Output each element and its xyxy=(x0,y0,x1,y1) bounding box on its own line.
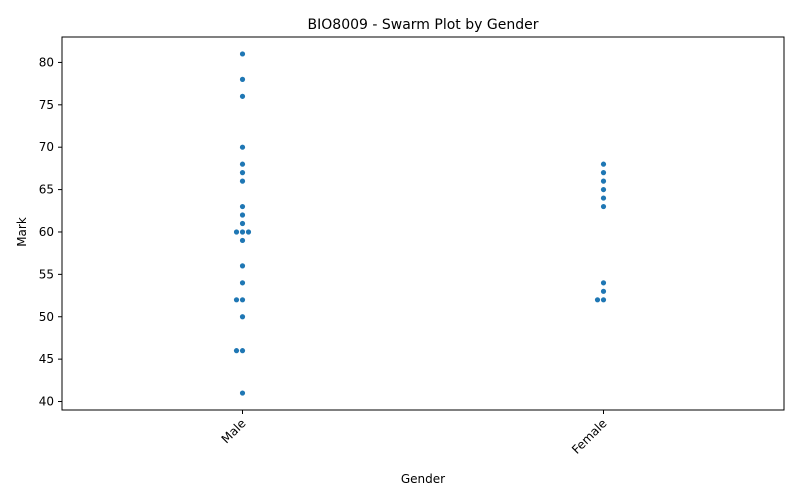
y-tick-label: 70 xyxy=(39,140,54,154)
data-point-male xyxy=(239,280,246,286)
x-tick-label-male: Male xyxy=(219,416,249,446)
data-point-male xyxy=(239,297,246,303)
data-point-female xyxy=(600,288,607,294)
plot-frame xyxy=(61,36,785,411)
data-point-male xyxy=(239,170,246,176)
data-point-male xyxy=(239,203,246,210)
data-point-male xyxy=(233,297,240,303)
data-point-male xyxy=(239,144,246,150)
data-point-male xyxy=(239,229,246,235)
data-point-male xyxy=(239,93,246,99)
data-point-male xyxy=(239,263,246,269)
data-point-female xyxy=(600,178,607,184)
y-tick-label: 75 xyxy=(39,98,54,112)
chart-title: BIO8009 - Swarm Plot by Gender xyxy=(308,17,539,33)
data-point-female xyxy=(600,186,607,193)
data-point-female xyxy=(600,170,607,176)
y-tick-label: 60 xyxy=(39,225,54,239)
data-point-male xyxy=(239,76,246,82)
data-point-male xyxy=(239,314,246,320)
y-tick-label: 65 xyxy=(39,183,54,197)
data-point-female xyxy=(600,161,607,167)
x-axis-label: Gender xyxy=(401,472,445,486)
data-point-female xyxy=(600,195,607,201)
y-axis-ticks: 40 45 50 55 60 65 70 75 80 xyxy=(39,55,62,409)
data-point-male xyxy=(239,51,246,57)
x-tick-label-female: Female xyxy=(569,416,610,457)
data-point-female xyxy=(600,297,607,303)
y-tick-label: 80 xyxy=(39,55,54,69)
y-tick-label: 45 xyxy=(39,352,54,366)
data-point-female xyxy=(594,297,601,303)
x-axis-ticks: Male Female xyxy=(219,410,610,457)
data-point-male xyxy=(239,348,246,354)
data-point-male xyxy=(245,229,252,235)
y-tick-label: 50 xyxy=(39,310,54,324)
data-point-female xyxy=(600,280,607,286)
data-point-male xyxy=(233,229,240,235)
y-axis-label: Mark xyxy=(15,217,29,247)
data-point-male xyxy=(239,390,246,396)
data-points xyxy=(233,51,607,396)
y-tick-label: 40 xyxy=(39,395,54,409)
y-tick-label: 55 xyxy=(39,267,54,281)
data-point-male xyxy=(239,161,246,167)
data-point-male xyxy=(239,237,246,244)
data-point-male xyxy=(239,178,246,184)
data-point-male xyxy=(239,220,246,227)
data-point-female xyxy=(600,203,607,210)
data-point-male xyxy=(239,212,246,218)
data-point-male xyxy=(233,348,240,354)
